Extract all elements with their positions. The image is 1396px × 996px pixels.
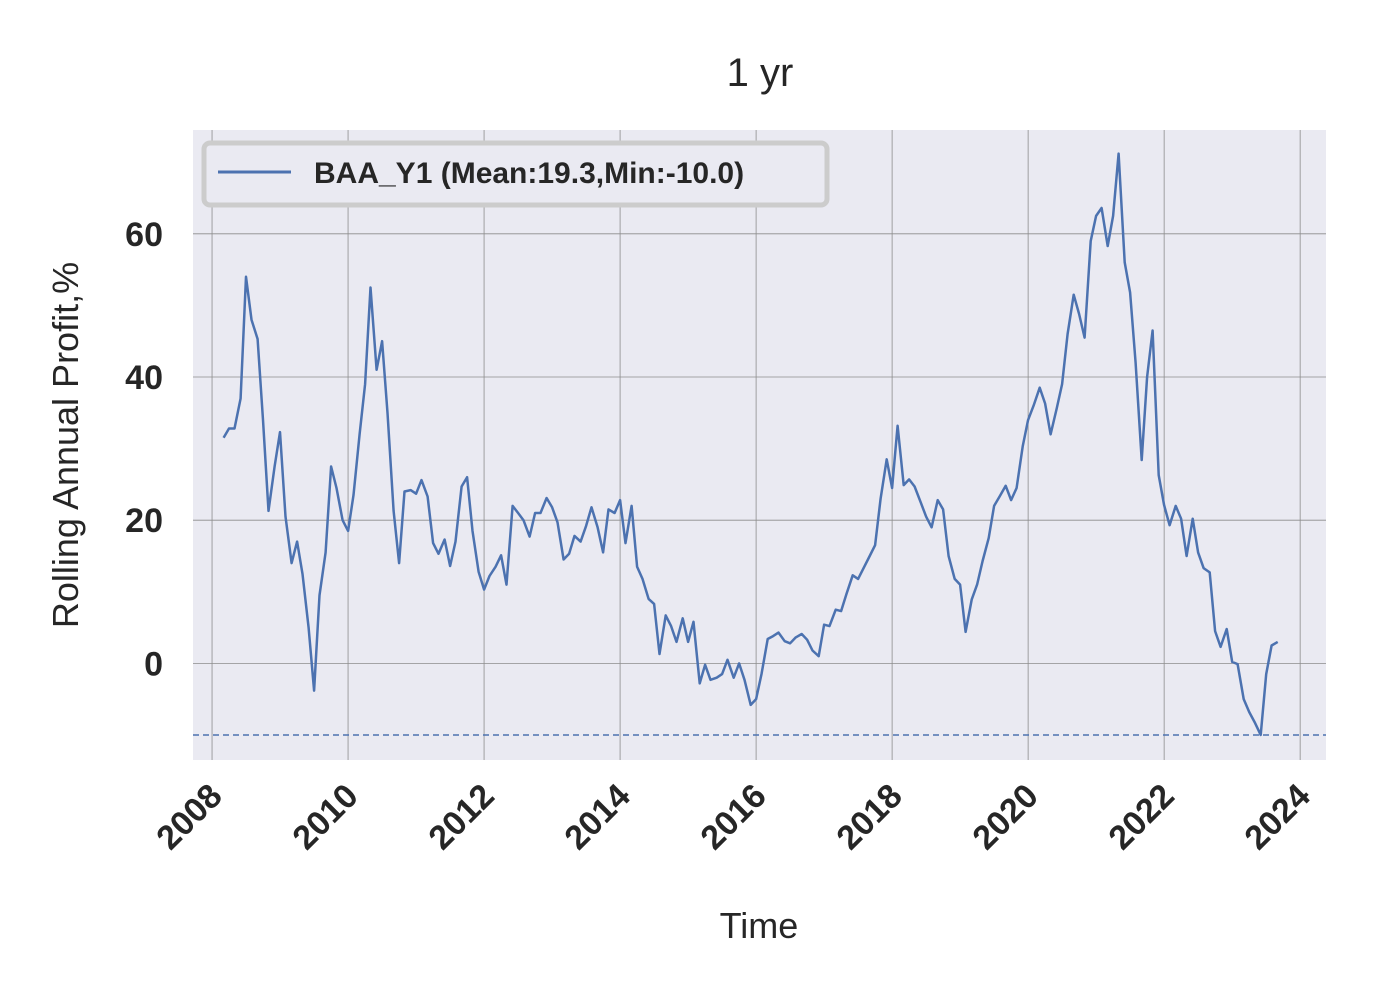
x-axis-label: Time <box>720 905 799 946</box>
y-tick-label: 60 <box>125 216 163 254</box>
y-axis-label: Rolling Annual Profit,% <box>45 262 86 628</box>
series-line-0 <box>222 152 1279 737</box>
x-tick-label: 2018 <box>829 777 909 857</box>
x-tick-label: 2012 <box>421 777 501 857</box>
x-tick-label: 2016 <box>693 777 773 857</box>
y-tick-label: 40 <box>125 359 163 397</box>
y-tick-label: 20 <box>125 502 163 540</box>
x-gridlines <box>211 130 1301 760</box>
legend-entry: BAA_Y1 (Mean:19.3,Min:-10.0) <box>314 157 744 190</box>
series-lines <box>222 152 1279 737</box>
x-tick-labels: 2008 2010 2012 2014 2016 2018 2020 2022 2024 <box>149 777 1318 857</box>
x-tick-label: 2022 <box>1101 777 1181 857</box>
chart-title: 1 yr <box>727 51 794 95</box>
legend: BAA_Y1 (Mean:19.3,Min:-10.0) <box>201 140 830 208</box>
x-tick-label: 2008 <box>149 777 229 857</box>
x-tick-label: 2010 <box>285 777 365 857</box>
plot-area <box>193 130 1326 760</box>
legend-box <box>201 140 830 208</box>
x-tick-label: 2020 <box>965 777 1045 857</box>
y-tick-label: 0 <box>144 645 163 683</box>
x-tick-label: 2014 <box>557 777 637 857</box>
x-tick-label: 2024 <box>1237 777 1317 857</box>
y-tick-labels: 0 20 40 60 <box>125 216 163 684</box>
